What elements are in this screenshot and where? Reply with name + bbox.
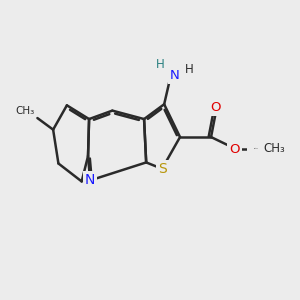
Text: O: O — [210, 101, 220, 114]
Text: CH₃: CH₃ — [15, 106, 34, 116]
Text: N: N — [85, 173, 95, 188]
Text: O: O — [229, 143, 239, 156]
Text: methyl: methyl — [254, 148, 259, 149]
Text: N: N — [170, 69, 180, 82]
Text: CH₃: CH₃ — [263, 142, 285, 155]
Text: H: H — [185, 63, 194, 76]
Text: H: H — [156, 58, 165, 71]
Text: S: S — [158, 162, 167, 176]
